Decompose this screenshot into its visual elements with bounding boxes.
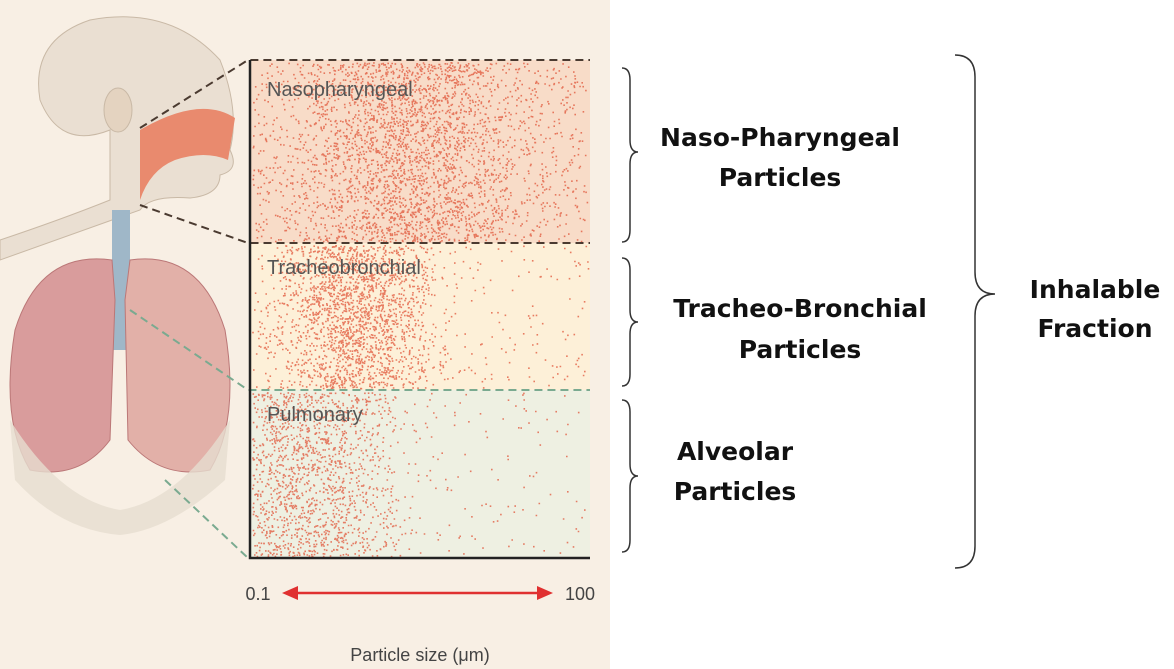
region-label: Tracheobronchial (267, 257, 421, 279)
brace-label: Particles (674, 477, 797, 506)
brace-label: Naso-Pharyngeal (660, 123, 900, 152)
total-label: Inhalable (1030, 275, 1161, 304)
axis-min-label: 0.1 (245, 584, 270, 604)
page: Nasopharyngeal Tracheobronchial Pulmonar… (0, 0, 1174, 669)
region-label: Pulmonary (267, 404, 363, 426)
axis-title: Particle size (μm) (350, 645, 489, 665)
brace-label: Particles (739, 335, 862, 364)
brace-label: Alveolar (677, 437, 794, 466)
total-label: Fraction (1038, 314, 1153, 343)
axis-max-label: 100 (565, 584, 595, 604)
brace-label: Particles (719, 163, 842, 192)
region-label: Nasopharyngeal (267, 79, 413, 101)
brace-label: Tracheo-Bronchial (673, 294, 927, 323)
